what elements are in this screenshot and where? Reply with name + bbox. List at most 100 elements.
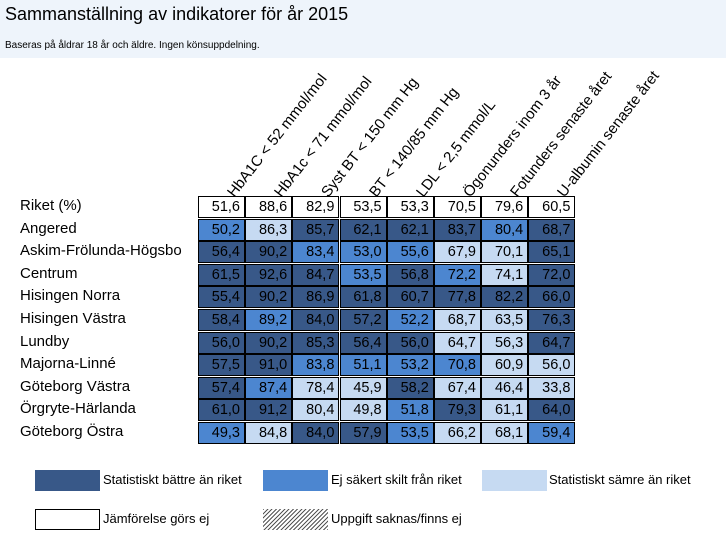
table-cell: 76,3 xyxy=(528,309,576,331)
row-label: Majorna-Linné xyxy=(20,355,116,373)
table-cell: 63,5 xyxy=(481,309,529,331)
table-cell: 64,7 xyxy=(528,331,576,354)
table-cell: 88,6 xyxy=(245,196,293,218)
legend-label-worse: Statistiskt sämre än riket xyxy=(549,472,691,487)
table-cell: 70,8 xyxy=(434,354,481,377)
table-cell: 80,4 xyxy=(292,399,340,422)
table-cell: 60,9 xyxy=(481,354,529,377)
table-cell: 92,6 xyxy=(245,263,293,286)
table-cell: 56,4 xyxy=(198,241,245,264)
table-cell: 60,5 xyxy=(528,196,576,218)
table-cell: 49,8 xyxy=(339,399,387,422)
legend-swatch-better xyxy=(35,470,100,491)
table-cell: 58,4 xyxy=(198,309,245,331)
legend-label-uncertain: Ej säkert skilt från riket xyxy=(331,472,462,487)
row-label: Lundby xyxy=(20,332,70,350)
table-cell: 90,2 xyxy=(245,331,293,354)
row-label: Centrum xyxy=(20,264,78,282)
page-subtitle: Baseras på åldrar 18 år och äldre. Ingen… xyxy=(5,40,260,51)
table-cell: 72,0 xyxy=(528,263,576,286)
table-cell: 74,1 xyxy=(481,263,529,286)
table-cell: 89,2 xyxy=(245,309,293,331)
table-cell: 57,2 xyxy=(339,309,387,331)
table-cell: 57,5 xyxy=(198,354,245,377)
row-label: Örgryte-Härlanda xyxy=(20,400,136,418)
table-cell: 68,7 xyxy=(434,309,481,331)
table-cell: 84,7 xyxy=(292,263,340,286)
indicator-panel: HbA1C < 52 mmol/mol HbA1c < 71 mmol/mol Sy… xyxy=(0,58,726,542)
table-cell: 85,7 xyxy=(292,218,340,241)
table-cell: 64,7 xyxy=(434,331,481,354)
legend-label-missing: Uppgift saknas/finns ej xyxy=(331,511,462,526)
row-label: Riket (%) xyxy=(20,197,82,214)
table-cell: 60,7 xyxy=(386,286,434,309)
table-cell: 53,5 xyxy=(386,422,434,444)
table-cell: 62,1 xyxy=(339,218,387,241)
table-cell: 53,2 xyxy=(386,354,434,377)
table-cell: 78,4 xyxy=(292,376,340,399)
table-cell: 46,4 xyxy=(481,376,529,399)
legend-swatch-uncertain xyxy=(263,470,328,491)
legend-swatch-missing xyxy=(263,509,328,530)
table-cell: 90,2 xyxy=(245,286,293,309)
table-cell: 91,0 xyxy=(245,354,293,377)
table-cell: 61,5 xyxy=(198,263,245,286)
legend-swatch-worse xyxy=(482,470,547,491)
table-cell: 59,4 xyxy=(528,422,576,444)
legend-swatch-none xyxy=(35,509,100,530)
table-cell: 51,8 xyxy=(386,399,434,422)
table-cell: 82,2 xyxy=(481,286,529,309)
table-cell: 72,2 xyxy=(434,263,481,286)
table-cell: 53,5 xyxy=(339,196,387,218)
row-label: Askim-Frölunda-Högsbo xyxy=(20,242,182,260)
table-cell: 80,4 xyxy=(481,218,529,241)
table-cell: 62,1 xyxy=(386,218,434,241)
table-cell: 86,3 xyxy=(245,218,293,241)
table-cell: 61,0 xyxy=(198,399,245,422)
table-cell: 56,0 xyxy=(528,354,576,377)
table-cell: 57,9 xyxy=(339,422,387,444)
table-cell: 45,9 xyxy=(339,376,387,399)
table-cell: 84,0 xyxy=(292,309,340,331)
table-cell: 67,9 xyxy=(434,241,481,264)
table-cell: 68,1 xyxy=(481,422,529,444)
table-cell: 53,0 xyxy=(339,241,387,264)
table-cell: 53,3 xyxy=(386,196,434,218)
table-cell: 64,0 xyxy=(528,399,576,422)
table-cell: 49,3 xyxy=(198,422,245,444)
table-cell: 61,8 xyxy=(339,286,387,309)
table-cell: 91,2 xyxy=(245,399,293,422)
table-cell: 82,9 xyxy=(292,196,340,218)
table-cell: 56,3 xyxy=(481,331,529,354)
table-cell: 87,4 xyxy=(245,376,293,399)
table-cell: 55,4 xyxy=(198,286,245,309)
table-cell: 53,5 xyxy=(339,263,387,286)
table-cell: 56,8 xyxy=(386,263,434,286)
legend-label-better: Statistiskt bättre än riket xyxy=(103,472,242,487)
table-cell: 67,4 xyxy=(434,376,481,399)
table-cell: 86,9 xyxy=(292,286,340,309)
table-cell: 56,0 xyxy=(198,331,245,354)
legend-label-none: Jämförelse görs ej xyxy=(103,511,210,526)
page-title: Sammanställning av indikatorer för år 20… xyxy=(5,4,349,24)
row-label: Göteborg Östra xyxy=(20,423,124,440)
table-cell: 55,6 xyxy=(386,241,434,264)
table-cell: 84,0 xyxy=(292,422,340,444)
table-cell: 51,1 xyxy=(339,354,387,377)
table-cell: 70,1 xyxy=(481,241,529,264)
table-cell: 79,3 xyxy=(434,399,481,422)
row-label: Hisingen Västra xyxy=(20,310,126,327)
table-cell: 52,2 xyxy=(386,309,434,331)
row-label: Hisingen Norra xyxy=(20,287,121,305)
table-cell: 56,0 xyxy=(386,331,434,354)
table-cell: 90,2 xyxy=(245,241,293,264)
table-cell: 83,7 xyxy=(434,218,481,241)
table-cell: 84,8 xyxy=(245,422,293,444)
table-cell: 66,0 xyxy=(528,286,576,309)
table-cell: 33,8 xyxy=(528,376,576,399)
table-cell: 57,4 xyxy=(198,376,245,399)
table-cell: 83,8 xyxy=(292,354,340,377)
row-label: Angered xyxy=(20,219,77,237)
table-cell: 83,4 xyxy=(292,241,340,264)
table-cell: 77,8 xyxy=(434,286,481,309)
